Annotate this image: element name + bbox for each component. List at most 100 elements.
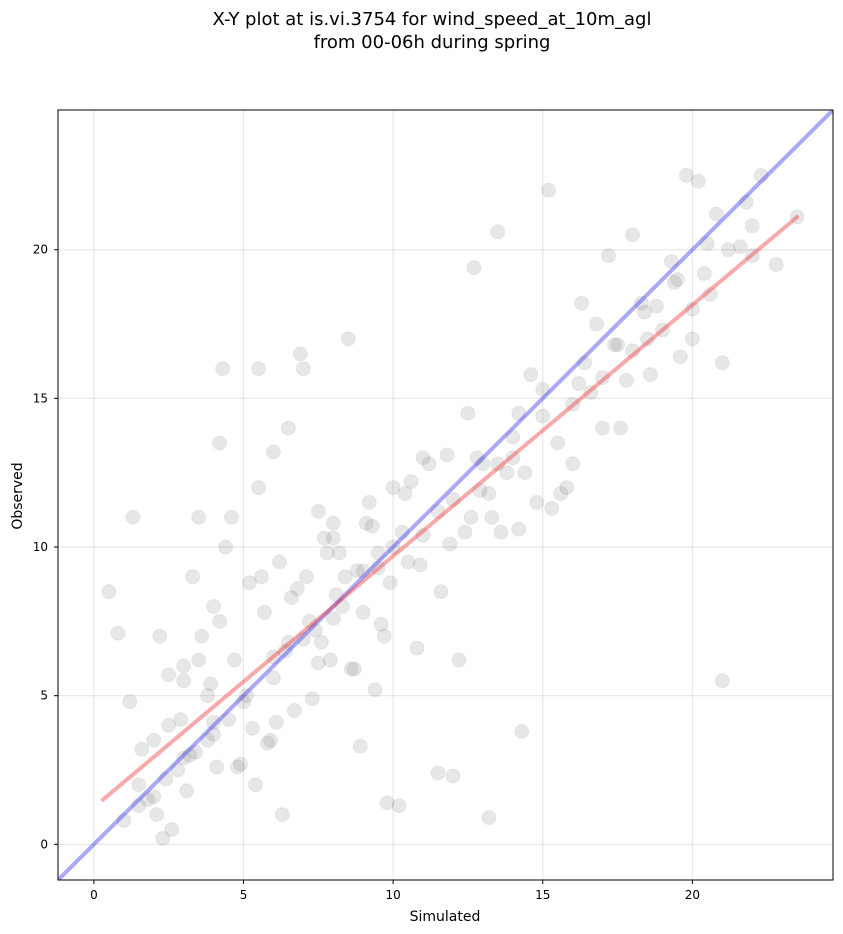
scatter-point [355, 604, 371, 620]
scatter-point [490, 456, 506, 472]
scatter-point [176, 750, 192, 766]
y-tick-label: 20 [33, 243, 48, 257]
scatter-point [361, 494, 377, 510]
scatter-point [469, 450, 485, 466]
scatter-point [523, 367, 539, 383]
scatter-point [415, 527, 431, 543]
scatter-point [280, 420, 296, 436]
scatter-point [176, 658, 192, 674]
scatter-point [191, 509, 207, 525]
scatter-point [619, 373, 635, 389]
scatter-point [253, 569, 269, 585]
scatter-point [373, 616, 389, 632]
scatter-point [245, 720, 260, 736]
y-tick-label: 0 [40, 837, 48, 851]
scatter-point [708, 206, 724, 222]
scatter-point [230, 759, 246, 775]
scatter-point [574, 295, 590, 311]
scatter-point [595, 370, 611, 386]
scatter-point [182, 747, 198, 763]
scatter-point [239, 688, 255, 704]
scatter-point [131, 798, 147, 814]
scatter-point [445, 768, 461, 784]
scatter-point [349, 563, 365, 579]
scatter-point [430, 765, 446, 781]
scatter-point [544, 500, 560, 516]
scatter-point [672, 349, 688, 365]
scatter-point [352, 738, 368, 754]
scatter-point [481, 810, 497, 826]
scatter-point [433, 584, 449, 600]
scatter-point [511, 521, 527, 537]
scatter-point [233, 756, 249, 772]
scatter-point [340, 331, 356, 347]
scatter-point [191, 652, 207, 668]
scatter-point [625, 343, 641, 359]
scatter-point [325, 515, 341, 531]
scatter-point [610, 337, 626, 353]
scatter-point [639, 331, 655, 347]
scatter-point [140, 792, 156, 808]
y-tick-label: 15 [33, 391, 48, 405]
scatter-point [221, 711, 237, 727]
scatter-point [370, 560, 386, 576]
scatter-point [466, 260, 482, 276]
scatter-point [409, 640, 425, 656]
scatter-point [236, 694, 252, 710]
scatter-point [242, 575, 258, 591]
scatter-point [212, 435, 228, 451]
scatter-point [511, 405, 527, 421]
scatter-point [173, 711, 189, 727]
scatter-point [472, 483, 488, 499]
scatter-point [134, 741, 150, 757]
scatter-point [194, 628, 210, 644]
scatter-point [265, 649, 281, 665]
scatter-point [451, 652, 467, 668]
scatter-point [331, 545, 347, 561]
scatter-point [316, 530, 332, 546]
scatter-point [289, 581, 305, 597]
scatter-point [322, 652, 338, 668]
scatter-point [125, 509, 141, 525]
scatter-point [247, 777, 263, 793]
scatter-point [319, 545, 335, 561]
scatter-point [256, 604, 272, 620]
scatter-point [161, 717, 177, 733]
x-tick-label: 5 [240, 888, 248, 902]
scatter-point [738, 194, 754, 210]
scatter-point [304, 691, 320, 707]
scatter-point [460, 405, 476, 421]
scatter-point [565, 456, 581, 472]
scatter-point [499, 465, 515, 481]
scatter-point [310, 503, 326, 519]
identity-line [58, 110, 833, 880]
regression-line [100, 215, 800, 802]
scatter-point [397, 486, 413, 502]
scatter-point [445, 491, 461, 507]
scatter-point [642, 367, 658, 383]
grid [58, 110, 833, 880]
scatter-point [744, 248, 760, 264]
scatter-point [176, 673, 192, 689]
scatter-point [571, 376, 587, 392]
scatter-point [699, 236, 715, 252]
scatter-point [149, 807, 165, 823]
scatter-point [517, 465, 533, 481]
scatter-point [430, 503, 446, 519]
scatter-point [481, 486, 497, 502]
scatter-point [179, 783, 195, 799]
scatter-point [720, 242, 736, 258]
scatter-point [385, 539, 401, 555]
scatter-point [295, 361, 311, 377]
scatter-point [337, 569, 353, 585]
x-tick-label: 0 [90, 888, 98, 902]
x-axis-ticks: 0 5 10 15 20 [90, 880, 700, 902]
scatter-point [678, 167, 694, 183]
scatter-point [666, 274, 682, 290]
scatter-point [493, 524, 509, 540]
scatter-point [514, 723, 530, 739]
scatter-point [200, 732, 216, 748]
scatter-point [152, 628, 168, 644]
